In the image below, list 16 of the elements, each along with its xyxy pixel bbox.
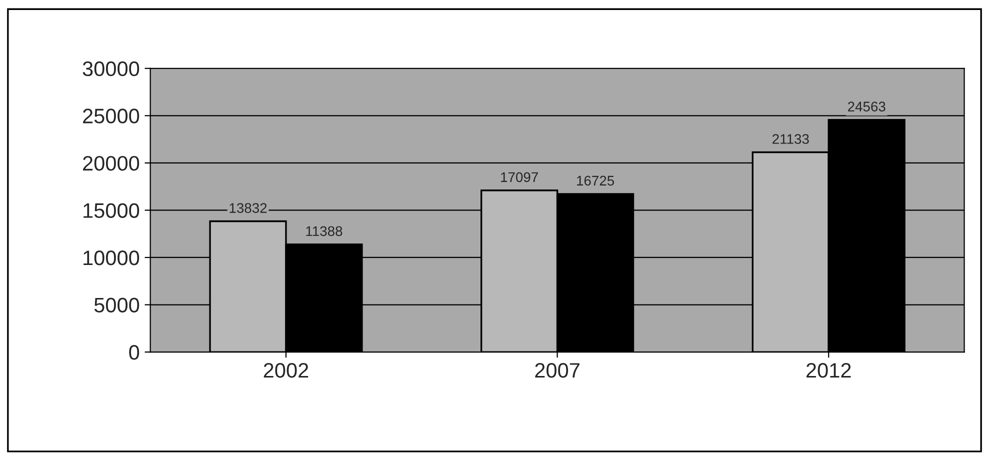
data-label: 16725 — [577, 176, 614, 186]
x-tick-label: 2012 — [806, 363, 851, 378]
data-label: 11388 — [306, 226, 342, 236]
y-tick-label: 0 — [129, 345, 140, 360]
x-tick-label: 2002 — [264, 363, 308, 378]
y-tick-label: 25000 — [83, 108, 140, 124]
data-label: 13832 — [230, 203, 267, 213]
y-tick-label: 5000 — [94, 298, 140, 313]
y-tick-label: 10000 — [84, 250, 140, 266]
y-tick-label: 15000 — [84, 203, 140, 218]
data-label: 24563 — [848, 102, 886, 112]
data-label: 17097 — [501, 172, 538, 182]
data-label: 21133 — [772, 134, 809, 144]
x-tick-label: 2007 — [535, 363, 580, 378]
y-tick-label: 30000 — [82, 61, 140, 76]
y-tick-label: 20000 — [83, 156, 140, 171]
